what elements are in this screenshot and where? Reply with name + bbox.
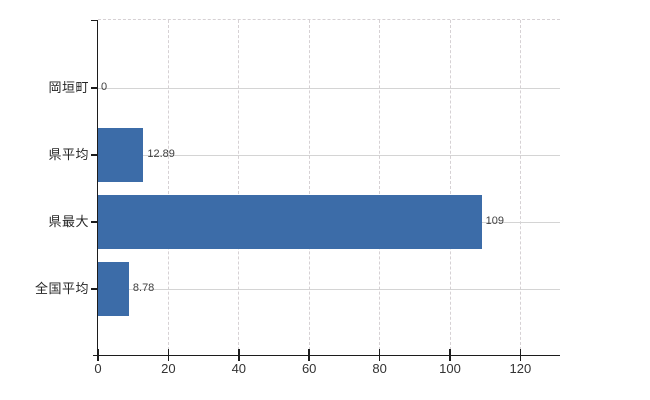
y-axis-tick bbox=[90, 154, 98, 156]
x-axis-tick bbox=[378, 349, 381, 361]
bar bbox=[98, 195, 482, 249]
y-axis-line bbox=[96, 20, 98, 355]
category-label: 県平均 bbox=[48, 147, 89, 162]
gridline-vertical bbox=[238, 20, 240, 355]
x-tick-label: 20 bbox=[161, 361, 176, 376]
x-axis-tick bbox=[519, 349, 522, 361]
gridline-horizontal bbox=[98, 288, 560, 290]
gridline-horizontal bbox=[98, 87, 560, 89]
y-axis-tick bbox=[90, 288, 98, 290]
value-label: 8.78 bbox=[132, 282, 155, 294]
category-label: 県最大 bbox=[48, 214, 89, 229]
x-axis-line bbox=[92, 354, 560, 356]
x-tick-label: 100 bbox=[439, 361, 461, 376]
x-axis-tick bbox=[308, 349, 310, 361]
value-label: 12.89 bbox=[147, 148, 175, 160]
x-tick-label: 60 bbox=[301, 361, 317, 376]
x-tick-label: 0 bbox=[94, 361, 102, 376]
gridline-vertical bbox=[519, 20, 521, 355]
gridline-vertical bbox=[449, 20, 451, 355]
gridline-vertical bbox=[308, 20, 310, 355]
x-axis-tick bbox=[97, 349, 99, 361]
x-axis-tick bbox=[449, 349, 451, 361]
bar bbox=[98, 262, 129, 316]
x-axis-tick bbox=[167, 349, 170, 361]
y-axis-tick bbox=[90, 221, 98, 223]
x-axis-tick bbox=[238, 349, 240, 361]
x-tick-label: 120 bbox=[509, 361, 532, 376]
x-tick-label: 40 bbox=[231, 361, 247, 376]
plot-top-border bbox=[98, 19, 560, 20]
category-label: 全国平均 bbox=[34, 281, 89, 296]
y-axis-tick bbox=[90, 87, 98, 89]
gridline-horizontal bbox=[98, 154, 560, 156]
bar bbox=[98, 128, 144, 182]
x-tick-label: 80 bbox=[372, 361, 387, 376]
value-label: 0 bbox=[101, 81, 108, 93]
value-label: 109 bbox=[485, 215, 505, 227]
gridline-vertical bbox=[167, 20, 169, 355]
gridline-vertical bbox=[379, 20, 381, 355]
category-label: 岡垣町 bbox=[48, 80, 89, 95]
y-axis-tick bbox=[90, 19, 98, 21]
